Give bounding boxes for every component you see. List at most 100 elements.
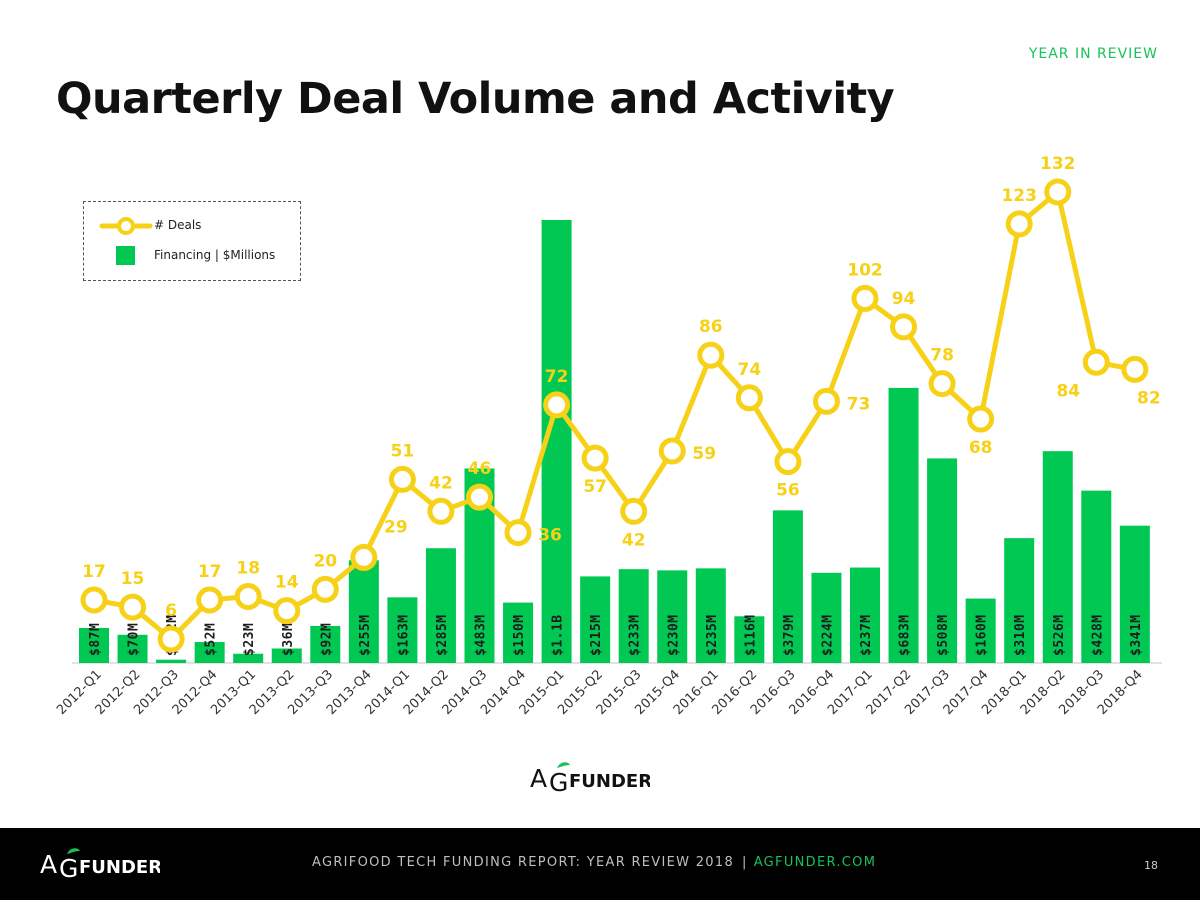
financing-bar-label: $215M bbox=[589, 614, 604, 656]
bar-swatch-icon bbox=[116, 246, 135, 265]
footer-separator: | bbox=[742, 855, 748, 870]
financing-bar bbox=[734, 616, 765, 663]
deals-point bbox=[311, 575, 339, 603]
deals-data-label: 74 bbox=[738, 360, 762, 380]
page-title: Quarterly Deal Volume and Activity bbox=[56, 74, 895, 124]
logo-letter-a: A bbox=[40, 850, 57, 879]
financing-bar-label: $237M bbox=[859, 614, 874, 656]
financing-bar-label: $87M bbox=[88, 623, 103, 656]
financing-bar bbox=[811, 572, 842, 663]
financing-bar-label: $428M bbox=[1090, 614, 1105, 656]
financing-bar bbox=[310, 625, 341, 663]
footer-bar: A G FUNDER AGRIFOOD TECH FUNDING REPORT:… bbox=[0, 828, 1200, 900]
financing-bar-label: $341M bbox=[1129, 614, 1144, 656]
deals-point bbox=[1005, 210, 1033, 238]
deals-data-label: 78 bbox=[930, 346, 954, 366]
deals-point bbox=[80, 586, 108, 614]
financing-bar bbox=[1119, 525, 1150, 663]
deals-data-label: 36 bbox=[538, 526, 562, 546]
financing-bar-label: $233M bbox=[628, 614, 643, 656]
financing-bar bbox=[695, 568, 726, 663]
financing-bar-label: $526M bbox=[1052, 614, 1067, 656]
logo-funder: FUNDER bbox=[79, 857, 160, 878]
chart-legend: # Deals Financing | $Millions bbox=[83, 201, 301, 281]
deals-data-label: 17 bbox=[198, 562, 222, 582]
financing-bar bbox=[1042, 451, 1073, 663]
deals-data-label: 14 bbox=[275, 573, 299, 593]
financing-bar-label: $508M bbox=[936, 614, 951, 656]
leaf-icon bbox=[67, 848, 80, 854]
financing-bar-label: $310M bbox=[1013, 614, 1028, 656]
deals-data-label: 82 bbox=[1137, 388, 1161, 408]
deals-data-label: 17 bbox=[82, 562, 106, 582]
financing-bar bbox=[503, 602, 534, 663]
logo-letter-a: A bbox=[530, 764, 547, 793]
deals-point bbox=[735, 384, 763, 412]
legend-label-deals: # Deals bbox=[154, 218, 202, 232]
deals-point bbox=[196, 586, 224, 614]
financing-bar bbox=[657, 570, 688, 663]
financing-bar-label: $230M bbox=[666, 614, 681, 656]
financing-bar bbox=[233, 653, 264, 663]
financing-bar bbox=[156, 659, 187, 663]
agfunder-logo: A G FUNDER bbox=[530, 762, 650, 797]
deals-data-label: 68 bbox=[969, 438, 993, 458]
deals-data-label: 102 bbox=[847, 260, 883, 280]
financing-bar bbox=[79, 627, 109, 663]
deals-point bbox=[620, 497, 648, 525]
financing-bar bbox=[117, 634, 148, 663]
deals-point bbox=[350, 543, 378, 571]
financing-bar-label: $116M bbox=[743, 614, 758, 656]
deals-point bbox=[697, 341, 725, 369]
financing-bar-label: $70M bbox=[127, 623, 142, 656]
deals-data-label: 84 bbox=[1056, 381, 1080, 401]
leaf-icon bbox=[557, 762, 570, 768]
deals-data-label: 72 bbox=[545, 367, 569, 387]
deals-data-label: 18 bbox=[236, 558, 260, 578]
financing-bar-label: $36M bbox=[281, 623, 296, 656]
legend-label-financing: Financing | $Millions bbox=[154, 248, 276, 262]
deals-point bbox=[851, 284, 879, 312]
financing-bar-label: $483M bbox=[474, 614, 489, 656]
footer-report-title: AGRIFOOD TECH FUNDING REPORT: YEAR REVIE… bbox=[312, 855, 735, 870]
deals-point bbox=[504, 519, 532, 547]
financing-bar-label: $92M bbox=[319, 623, 334, 656]
financing-bar bbox=[348, 560, 379, 663]
financing-bar bbox=[850, 567, 880, 663]
x-axis-tick-labels: 2012-Q12012-Q22012-Q32012-Q42013-Q12013-… bbox=[54, 667, 1146, 718]
legend-item-financing: Financing | $Millions bbox=[84, 246, 300, 266]
financing-bar bbox=[772, 510, 803, 663]
deals-data-label: 6 bbox=[165, 601, 177, 621]
footer-site-link[interactable]: AGFUNDER.COM bbox=[753, 855, 877, 870]
deals-point bbox=[812, 387, 840, 415]
deals-point bbox=[1121, 355, 1149, 383]
financing-bar-label: $235M bbox=[705, 614, 720, 656]
financing-bar bbox=[194, 642, 225, 663]
deals-point bbox=[967, 405, 995, 433]
section-tag: YEAR IN REVIEW bbox=[1028, 46, 1158, 62]
financing-bar bbox=[271, 648, 302, 663]
deals-point bbox=[427, 497, 455, 525]
financing-bar bbox=[618, 569, 649, 663]
deals-data-label: 56 bbox=[776, 481, 800, 501]
deals-data-label: 42 bbox=[429, 473, 453, 493]
deals-data-label: 15 bbox=[121, 569, 145, 589]
deals-point bbox=[890, 313, 918, 341]
deals-point bbox=[543, 391, 571, 419]
deals-point bbox=[157, 625, 185, 653]
agfunder-footer-logo: A G FUNDER bbox=[40, 848, 160, 883]
deals-line bbox=[93, 189, 1136, 642]
financing-bar-label: $163M bbox=[396, 614, 411, 656]
financing-bar-label: $150M bbox=[512, 614, 527, 656]
financing-bar bbox=[927, 458, 958, 663]
deals-point bbox=[658, 437, 686, 465]
financing-bar-label: $160M bbox=[975, 614, 990, 656]
financing-bar bbox=[387, 597, 418, 663]
logo-funder: FUNDER bbox=[569, 771, 650, 792]
deals-point bbox=[466, 483, 493, 511]
financing-bar-label: $379M bbox=[782, 614, 797, 656]
deals-data-label: 94 bbox=[892, 289, 916, 309]
deals-point bbox=[774, 448, 802, 476]
deals-line-series: 17 15 6 17 18 14 20 29 51 42 46 36 72 57 42 59 86 74 56 73 1… bbox=[80, 154, 1161, 653]
